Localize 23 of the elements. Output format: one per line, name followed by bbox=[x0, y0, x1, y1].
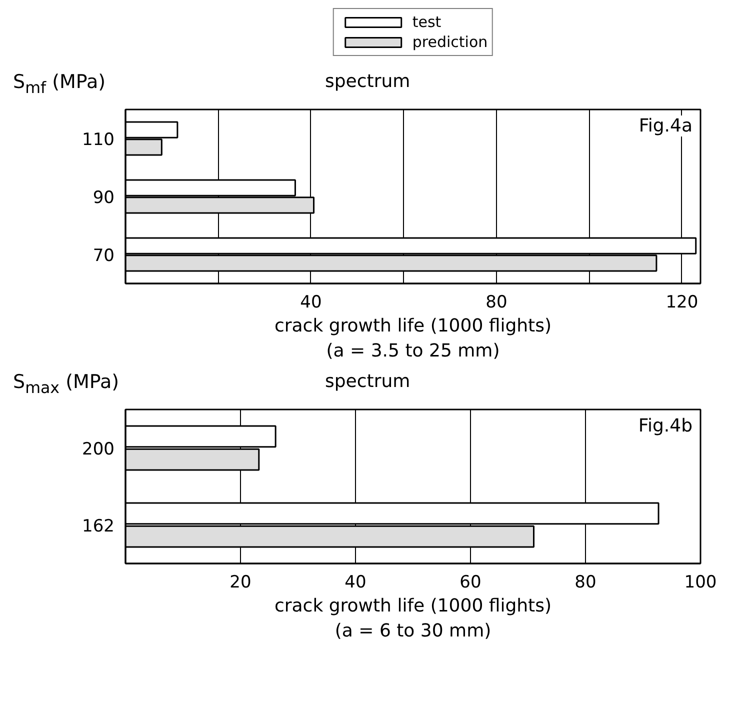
chart-title: spectrum bbox=[325, 370, 410, 394]
chart-title: spectrum bbox=[325, 70, 410, 94]
x-tick-label: 100 bbox=[684, 572, 717, 592]
y-tick-label: 70 bbox=[92, 246, 115, 266]
x-tick-label: 60 bbox=[460, 572, 482, 592]
y-tick-label: 162 bbox=[82, 516, 115, 536]
x-axis-title: crack growth life (1000 flights) (a = 6 to 30 mm) bbox=[274, 596, 552, 642]
x-tick-label: 80 bbox=[486, 292, 508, 312]
x-axis-title: crack growth life (1000 flights) (a = 3.5 to 25 mm) bbox=[274, 316, 552, 362]
x-tick-label: 80 bbox=[574, 572, 596, 592]
x-tick-label: 40 bbox=[300, 292, 322, 312]
annotation: Fig.4a bbox=[638, 116, 693, 136]
x-tick-label: 120 bbox=[666, 292, 698, 312]
y-axis-title: S$_{max}$ (MPa) bbox=[13, 370, 120, 399]
y-tick-label: 110 bbox=[82, 130, 115, 150]
y-tick-label: 200 bbox=[82, 440, 115, 460]
legend-label: prediction bbox=[412, 33, 488, 51]
y-axis-title: S$_{mf}$ (MPa) bbox=[13, 70, 106, 99]
legend-label: test bbox=[412, 13, 442, 31]
annotation: Fig.4b bbox=[638, 416, 693, 436]
x-tick-label: 20 bbox=[230, 572, 252, 592]
y-tick-label: 90 bbox=[92, 188, 115, 208]
x-tick-label: 40 bbox=[344, 572, 366, 592]
